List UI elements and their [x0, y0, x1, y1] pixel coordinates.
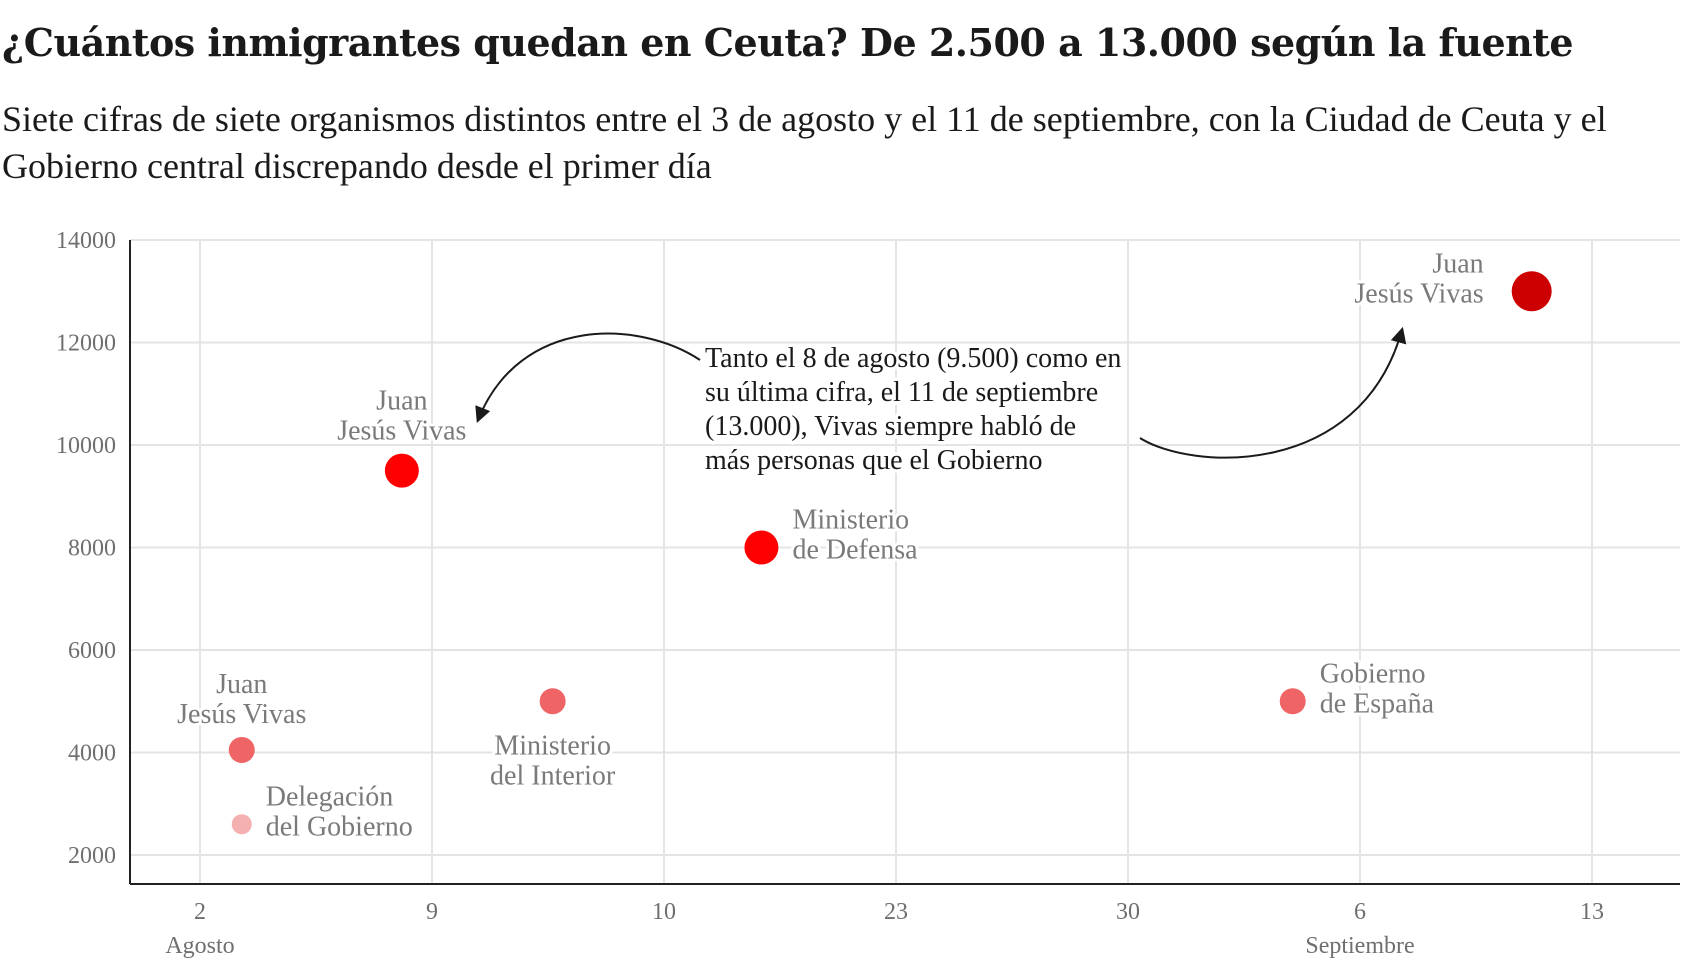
x-tick-label: 6 [1354, 899, 1366, 925]
y-tick-label: 14000 [56, 228, 116, 254]
point-label: Jesús Vivas [177, 699, 306, 730]
y-tick-label: 12000 [56, 331, 116, 357]
point-label: del Interior [490, 760, 616, 791]
annotation-text: (13.000), Vivas siempre habló de [705, 411, 1076, 442]
data-point [384, 453, 419, 488]
data-point [1279, 688, 1306, 715]
y-tick-label: 8000 [68, 536, 116, 562]
tick-labels: 2000 4000 6000 8000 10000 12000 14000 2 Agosto 9 1… [56, 228, 1604, 959]
x-month-label: Agosto [165, 933, 234, 959]
annotation-text: su última cifra, el 11 de septiembre [705, 377, 1098, 408]
y-tick-label: 6000 [68, 638, 116, 664]
data-point [228, 736, 255, 763]
data-point [539, 688, 566, 715]
x-tick-label: 13 [1580, 899, 1604, 925]
y-tick-label: 10000 [56, 433, 116, 459]
data-point [744, 530, 779, 565]
point-label: Ministerio [494, 730, 611, 761]
annotation-arrow-left [475, 332, 701, 423]
point-label: de España [1320, 688, 1435, 719]
point-label: Juan [216, 669, 267, 700]
x-tick-label: 10 [652, 899, 676, 925]
point-label: del Gobierno [266, 811, 413, 842]
axes [129, 240, 1680, 885]
data-point [231, 814, 252, 835]
point-label: Juan [376, 386, 427, 417]
y-tick-label: 4000 [68, 741, 116, 767]
annotation-text: Tanto el 8 de agosto (9.500) como en [705, 343, 1121, 374]
point-label: Delegación [266, 781, 394, 812]
chart-subtitle: Siete cifras de siete organismos distint… [2, 99, 1607, 186]
x-tick-label: 30 [1116, 899, 1140, 925]
grid-lines [130, 239, 1680, 884]
x-month-label: Septiembre [1305, 933, 1414, 959]
point-label: Jesús Vivas [337, 416, 466, 447]
x-tick-label: 23 [884, 899, 908, 925]
data-points [228, 271, 1552, 835]
annotation-arrow-right [1139, 326, 1407, 459]
point-label: Gobierno [1320, 658, 1426, 689]
x-tick-label: 2 [194, 899, 206, 925]
y-tick-label: 2000 [68, 843, 116, 869]
point-label: Ministerio [792, 505, 909, 536]
point-label: Jesús Vivas [1354, 278, 1483, 309]
point-label: de Defensa [792, 535, 918, 566]
chart-title: ¿Cuántos inmigrantes quedan en Ceuta? De… [2, 20, 1574, 65]
point-label: Juan [1432, 248, 1483, 279]
data-point [1511, 271, 1552, 312]
x-tick-label: 9 [426, 899, 438, 925]
annotation-text: más personas que el Gobierno [705, 445, 1042, 476]
